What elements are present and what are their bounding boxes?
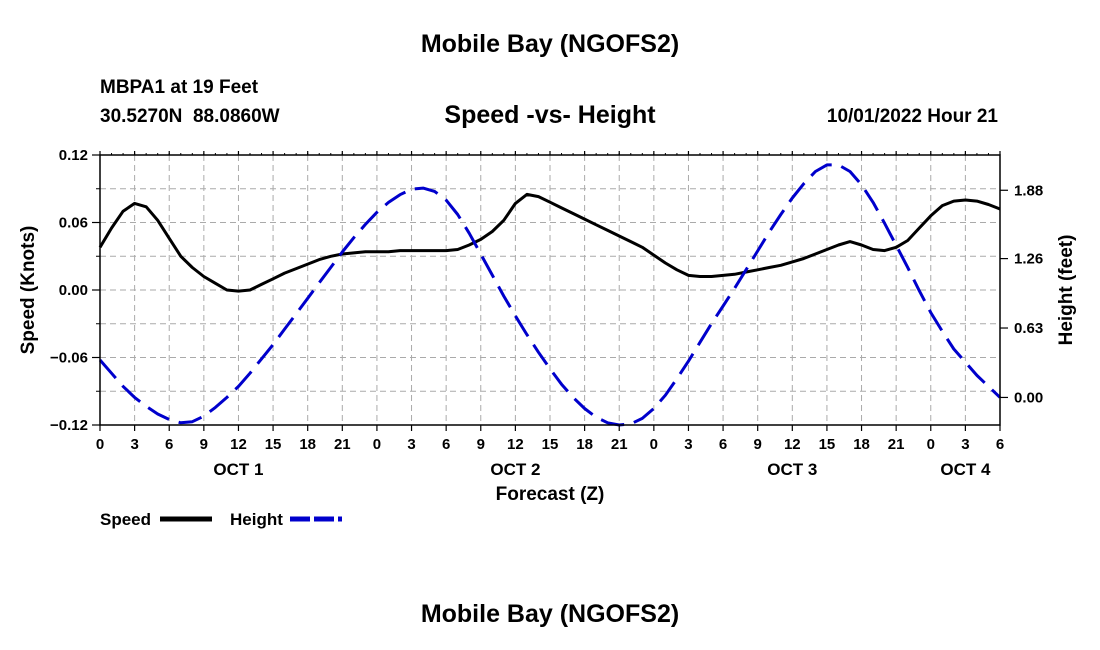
x-tick-label: 0 bbox=[373, 436, 381, 453]
speed-height-chart: 0 3 6 9 12 15 18 21 0 3 6 9 12 15 18 21 0 3 6 9 12 15 18 21 0 3 6O… bbox=[18, 147, 1077, 529]
x-tick-label: 9 bbox=[754, 436, 762, 453]
x-axis-label: Forecast (Z) bbox=[496, 484, 605, 505]
x-tick-label: 21 bbox=[888, 436, 905, 453]
x-tick-label: 21 bbox=[611, 436, 628, 453]
y-left-tick-label: −0.12 bbox=[50, 417, 88, 434]
speed-series-line bbox=[98, 192, 1001, 293]
x-tick-label: 0 bbox=[96, 436, 104, 453]
height-series-line bbox=[98, 163, 1002, 427]
y-axis-left-label: Speed (Knots) bbox=[18, 226, 39, 355]
y-left-tick-label: 0.06 bbox=[59, 215, 88, 232]
x-tick-label: 18 bbox=[576, 436, 593, 453]
y-left-tick-label: 0.12 bbox=[59, 147, 88, 164]
y-axis-right-label: Height (feet) bbox=[1056, 235, 1077, 346]
legend-height-label: Height bbox=[230, 510, 283, 529]
chart-title-bottom: Mobile Bay (NGOFS2) bbox=[420, 600, 680, 628]
x-tick-label: 15 bbox=[819, 436, 836, 453]
station-label: MBPA1 at 19 Feet bbox=[100, 77, 259, 98]
x-tick-label: 18 bbox=[853, 436, 870, 453]
y-right-tick-label: 1.26 bbox=[1014, 251, 1043, 268]
chart-subtitle: Speed -vs- Height bbox=[444, 101, 656, 129]
x-tick-label: 6 bbox=[996, 436, 1004, 453]
x-tick-label: 21 bbox=[334, 436, 351, 453]
x-tick-label: 9 bbox=[477, 436, 485, 453]
chart-series bbox=[98, 163, 1002, 427]
x-tick-label: 18 bbox=[299, 436, 316, 453]
y-right-tick-label: 0.00 bbox=[1014, 389, 1043, 406]
chart-title-top: Mobile Bay (NGOFS2) bbox=[420, 30, 680, 58]
x-tick-label: 3 bbox=[684, 436, 692, 453]
x-tick-label: 6 bbox=[719, 436, 727, 453]
x-tick-label: 15 bbox=[265, 436, 282, 453]
y-left-tick-label: −0.06 bbox=[50, 350, 88, 367]
chart-grid bbox=[100, 155, 1000, 425]
coordinates-label: 30.5270N 88.0860W bbox=[100, 106, 280, 127]
y-right-tick-label: 1.88 bbox=[1014, 182, 1043, 199]
chart-legend: Speed Height bbox=[100, 510, 342, 529]
day-label: OCT 1 bbox=[213, 460, 263, 479]
x-tick-label: 12 bbox=[784, 436, 801, 453]
x-tick-label: 6 bbox=[165, 436, 173, 453]
x-tick-label: 3 bbox=[961, 436, 969, 453]
legend-speed-label: Speed bbox=[100, 510, 151, 529]
datetime-label: 10/01/2022 Hour 21 bbox=[826, 106, 998, 127]
x-tick-label: 0 bbox=[927, 436, 935, 453]
x-tick-label: 3 bbox=[407, 436, 415, 453]
x-tick-label: 15 bbox=[542, 436, 559, 453]
x-tick-label: 3 bbox=[130, 436, 138, 453]
y-right-tick-label: 0.63 bbox=[1014, 320, 1043, 337]
x-tick-label: 9 bbox=[200, 436, 208, 453]
x-tick-label: 12 bbox=[230, 436, 247, 453]
x-tick-label: 12 bbox=[507, 436, 524, 453]
day-label: OCT 2 bbox=[490, 460, 540, 479]
x-tick-label: 0 bbox=[650, 436, 658, 453]
x-tick-label: 6 bbox=[442, 436, 450, 453]
y-left-tick-label: 0.00 bbox=[59, 282, 88, 299]
day-label: OCT 4 bbox=[940, 460, 991, 479]
chart-axes: 0 3 6 9 12 15 18 21 0 3 6 9 12 15 18 21 0 3 6 9 12 15 18 21 0 3 6O… bbox=[50, 147, 1043, 479]
day-label: OCT 3 bbox=[767, 460, 817, 479]
